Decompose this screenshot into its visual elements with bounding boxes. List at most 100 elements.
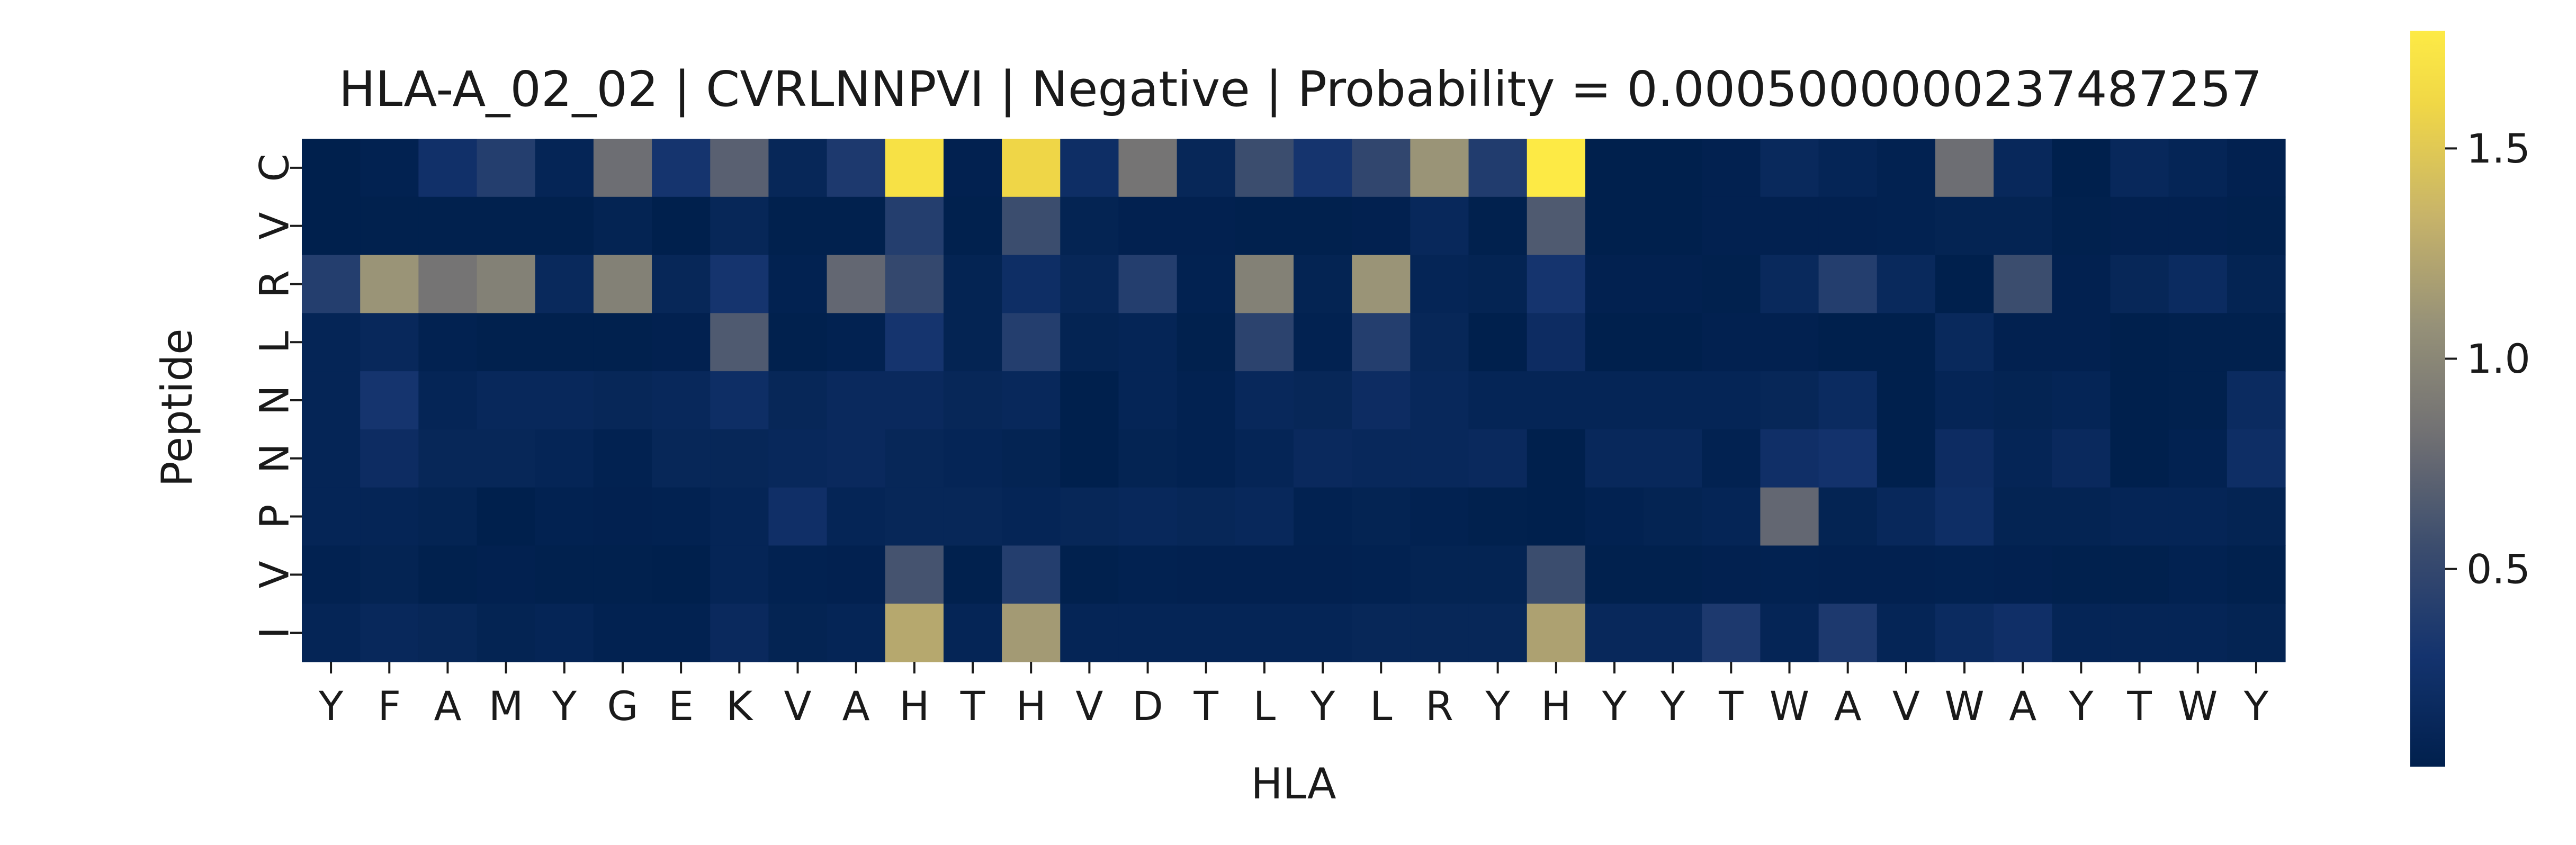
heatmap-cell [1818,487,1878,546]
x-tick-label: W [2178,682,2218,730]
heatmap-cell [1060,545,1119,604]
heatmap-cell [1060,139,1119,197]
heatmap-cell [1994,487,2052,546]
heatmap-cell [1002,429,1061,488]
heatmap-cell [943,313,1002,372]
heatmap-cell [418,604,478,662]
heatmap-cell [360,371,419,430]
heatmap-cell [710,429,769,488]
heatmap-cell [1760,371,1819,430]
y-tick-label: P [251,505,298,529]
heatmap-cell [1177,196,1236,256]
heatmap-cell [593,604,652,662]
heatmap-cell [1235,313,1294,372]
heatmap-cell [2052,196,2111,256]
heatmap-cell [418,545,478,604]
x-tick-label: T [1718,682,1744,730]
heatmap-cell [2052,545,2111,604]
heatmap-cell [1702,313,1761,372]
heatmap-cell [418,313,478,372]
x-tick-label: Y [1310,682,1335,730]
y-axis-label: Peptide [152,329,202,487]
x-tick-label: Y [318,682,344,730]
heatmap-cell [1410,604,1469,662]
heatmap-cell [1294,139,1352,197]
heatmap-cell [2168,371,2228,430]
heatmap-cell [1468,604,1528,662]
heatmap-cell [1294,196,1352,256]
heatmap-cell [1585,139,1644,197]
heatmap-cell [943,255,1002,313]
heatmap-cell [1002,545,1061,604]
heatmap-cell [535,139,594,197]
heatmap-cell [360,429,419,488]
heatmap-cell [1410,196,1469,256]
heatmap-cell [1760,139,1819,197]
heatmap-cell [1760,429,1819,488]
heatmap-cell [593,255,652,313]
heatmap-cell [1818,139,1878,197]
heatmap-cell [1177,371,1236,430]
heatmap-cell [1118,604,1178,662]
x-tick-label: T [960,682,985,730]
heatmap-cell [418,371,478,430]
heatmap-cell [943,487,1002,546]
heatmap-cell [827,371,886,430]
heatmap-cell [1935,371,1994,430]
heatmap-cell [1585,545,1644,604]
heatmap-cell [2110,487,2169,546]
heatmap-cell [652,429,711,488]
x-tick-label: L [1253,682,1276,730]
heatmap-cell [710,313,769,372]
x-tick-label: K [726,682,753,730]
heatmap-cell [477,196,536,256]
heatmap-cell [1468,255,1528,313]
colorbar-tick-label: 0.5 [2466,545,2530,592]
heatmap-cell [360,196,419,256]
heatmap-cell [1702,139,1761,197]
x-tick-label: Y [552,682,577,730]
heatmap-cell [593,139,652,197]
heatmap-cell [1060,313,1119,372]
x-tick-label: A [842,682,870,730]
heatmap-cell [1527,196,1586,256]
heatmap-cell [418,487,478,546]
heatmap-cell [1410,313,1469,372]
heatmap-cell [1118,196,1178,256]
heatmap-cell [1118,371,1178,430]
heatmap-cell [1410,139,1469,197]
heatmap-cell [2052,139,2111,197]
heatmap-cell [885,545,944,604]
x-tick-label: F [378,682,401,730]
heatmap-cell [710,545,769,604]
x-tick-label: A [434,682,461,730]
heatmap-cell [1644,196,1702,256]
heatmap-cell [1235,545,1294,604]
heatmap-cell [1177,255,1236,313]
heatmap-cell [1294,371,1352,430]
heatmap-cell [593,196,652,256]
heatmap-cell [1352,429,1411,488]
heatmap-cells [302,139,2286,662]
heatmap-cell [593,371,652,430]
heatmap-cell [477,313,536,372]
heatmap-cell [768,429,828,488]
heatmap-cell [2052,313,2111,372]
heatmap-cell [1818,545,1878,604]
heatmap-cell [2168,429,2228,488]
heatmap-cell [2168,196,2228,256]
heatmap-cell [1702,487,1761,546]
x-tick-label: M [489,682,524,730]
heatmap-cell [1644,429,1702,488]
heatmap-cell [302,196,361,256]
heatmap-cell [593,545,652,604]
heatmap-cell [1468,545,1528,604]
x-tick-label: V [1892,682,1920,730]
x-tick-label: R [1425,682,1453,730]
heatmap-cell [1468,429,1528,488]
heatmap-cell [1935,196,1994,256]
x-tick-label: H [899,682,929,730]
heatmap-cell [1235,604,1294,662]
heatmap-cell [1352,545,1411,604]
y-tick-label: R [251,270,298,298]
